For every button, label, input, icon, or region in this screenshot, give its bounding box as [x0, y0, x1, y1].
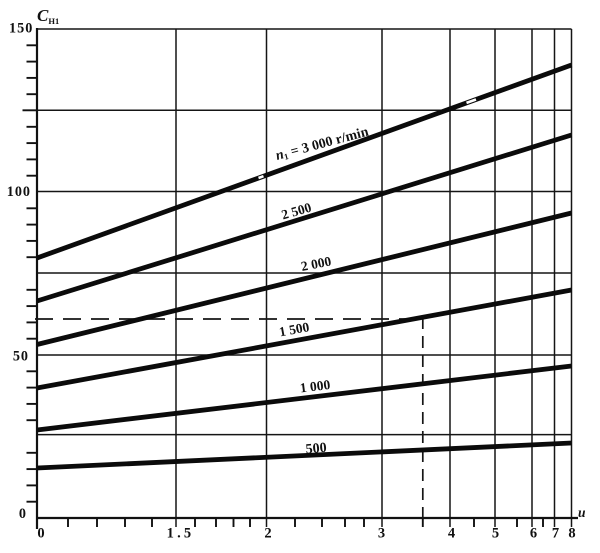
svg-text:500: 500	[305, 441, 327, 458]
svg-text:2: 2	[264, 526, 271, 542]
svg-text:6: 6	[530, 526, 537, 542]
svg-text:150: 150	[9, 20, 33, 36]
svg-text:1.5: 1.5	[167, 526, 195, 542]
svg-text:0: 0	[19, 506, 27, 522]
svg-text:3: 3	[378, 526, 385, 542]
svg-text:50: 50	[13, 349, 29, 365]
svg-text:5: 5	[492, 526, 499, 542]
svg-text:100: 100	[7, 184, 31, 200]
svg-text:4: 4	[448, 526, 455, 542]
svg-text:1 000: 1 000	[299, 377, 331, 396]
svg-text:u: u	[578, 505, 586, 520]
svg-text:7: 7	[552, 526, 559, 542]
svg-text:2 000: 2 000	[300, 253, 333, 274]
svg-text:8: 8	[568, 526, 575, 542]
svg-text:1 500: 1 500	[278, 319, 311, 339]
svg-text:0: 0	[37, 526, 44, 542]
